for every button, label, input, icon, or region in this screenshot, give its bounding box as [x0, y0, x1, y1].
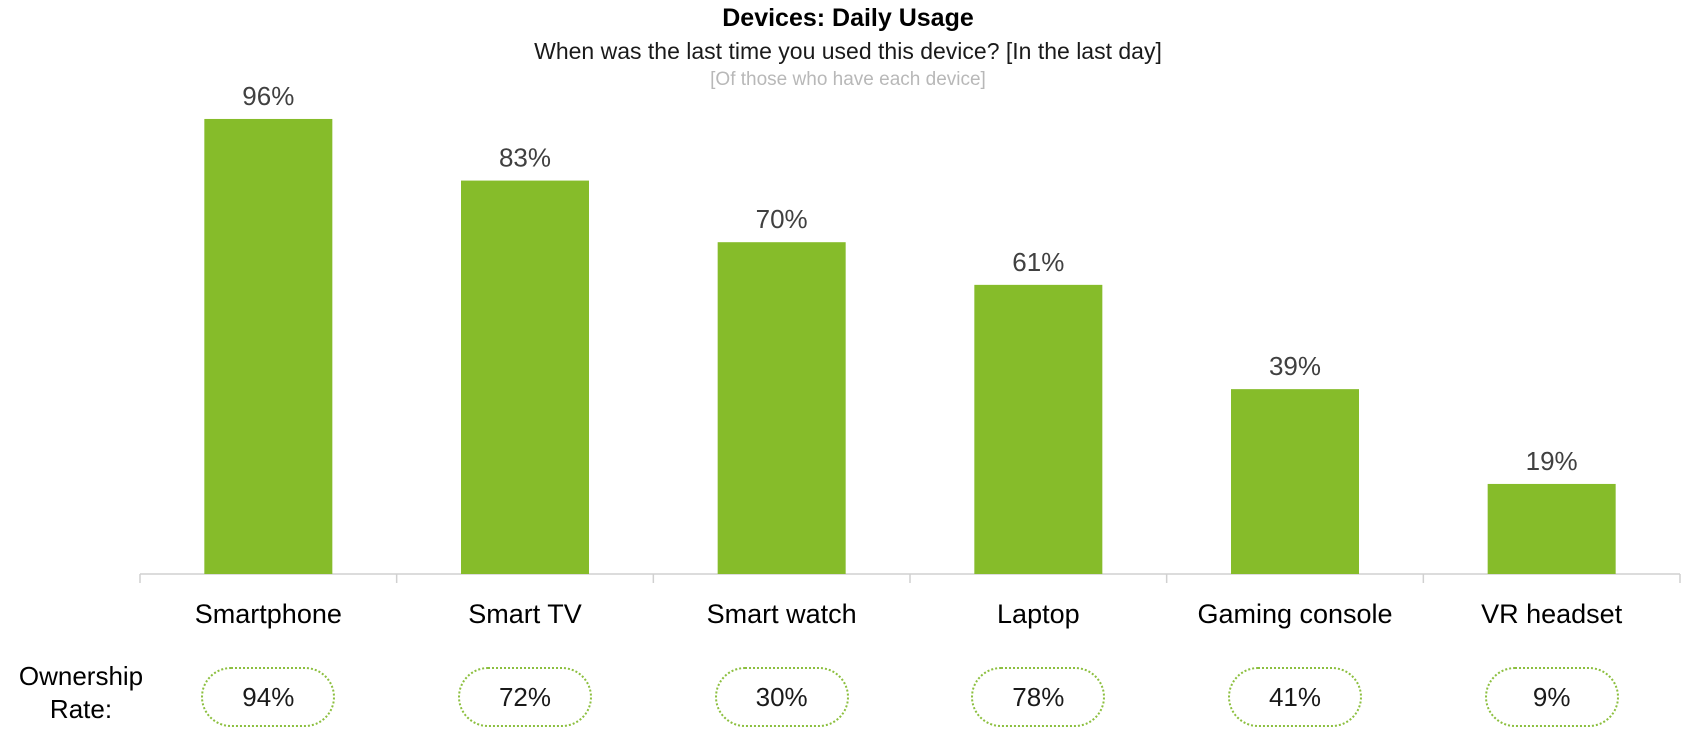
x-tick-label: Smartphone: [195, 599, 342, 629]
data-label: 70%: [756, 204, 808, 234]
bar: [461, 180, 589, 574]
ownership-rate-pill: 72%: [458, 667, 592, 727]
bar: [717, 242, 846, 574]
x-tick-label: VR headset: [1481, 599, 1623, 629]
chart-subtitle: When was the last time you used this dev…: [534, 38, 1162, 64]
ownership-rate-pill: 78%: [971, 667, 1106, 727]
bar: [1487, 483, 1616, 574]
ownership-rate-pill: 41%: [1228, 667, 1362, 727]
ownership-rate-pill: 30%: [714, 667, 849, 727]
x-tick-label: Gaming console: [1197, 599, 1392, 629]
data-label: 61%: [1012, 247, 1064, 277]
ownership-rate-label: Ownership Rate:: [6, 660, 156, 726]
data-label: 39%: [1269, 351, 1321, 381]
chart-title: Devices: Daily Usage: [722, 4, 974, 32]
bar: [974, 284, 1103, 574]
chart-note: [Of those who have each device]: [710, 69, 986, 90]
bar: [1231, 389, 1359, 574]
x-tick-label: Laptop: [997, 599, 1080, 629]
bar: [204, 118, 333, 575]
x-tick-label: Smart watch: [707, 599, 857, 629]
ownership-label-line1: Ownership: [18, 661, 144, 691]
ownership-rate-pill: 94%: [201, 667, 336, 727]
ownership-rate-pill: 9%: [1484, 667, 1619, 727]
ownership-label-line2: Rate:: [49, 694, 113, 724]
data-label: 96%: [242, 81, 294, 111]
x-tick-label: Smart TV: [468, 599, 582, 629]
data-label: 83%: [499, 143, 551, 173]
data-label: 19%: [1526, 446, 1578, 476]
